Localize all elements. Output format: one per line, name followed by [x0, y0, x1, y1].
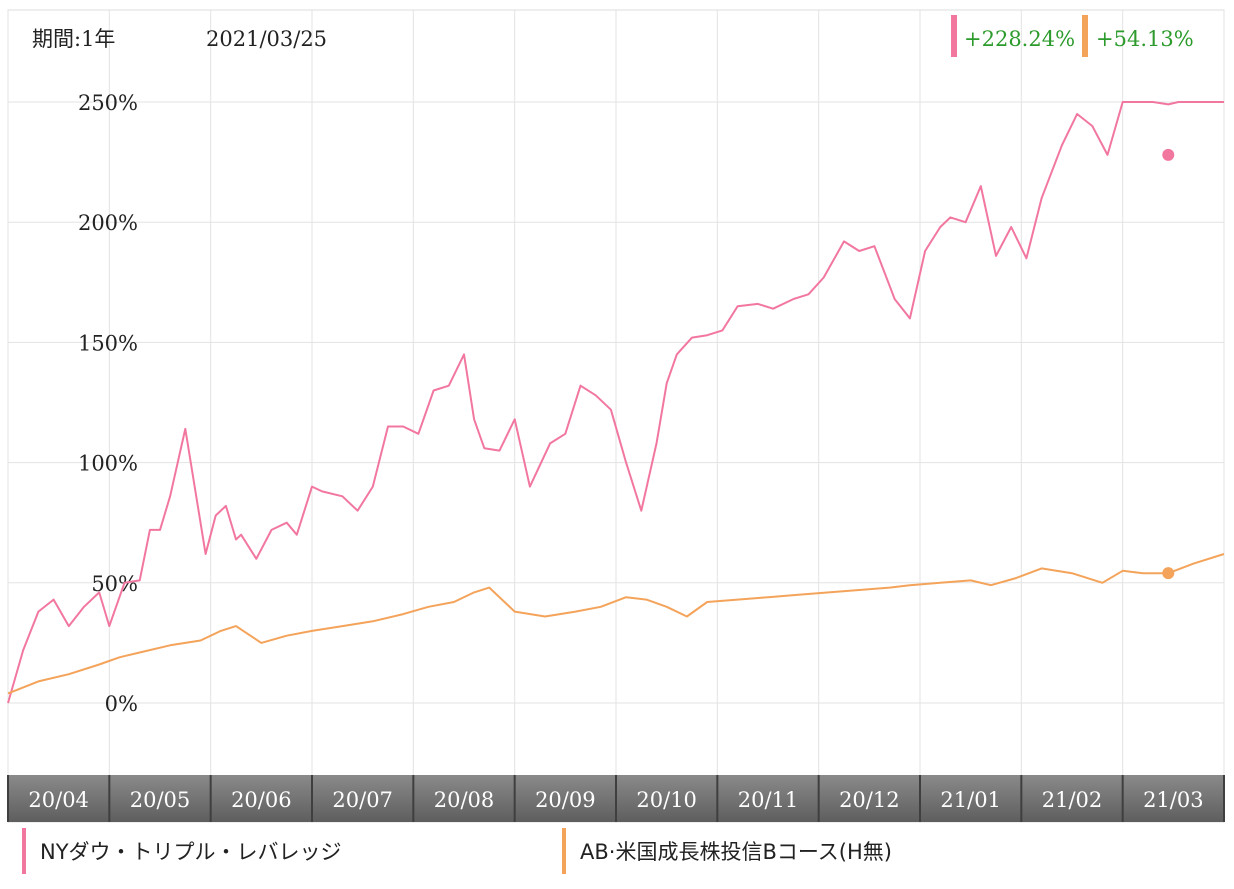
- series2-line: [7, 553, 1225, 695]
- date-label: 2021/03/25: [206, 27, 327, 51]
- x-tick-label: 20/07: [332, 788, 393, 812]
- series2-change-value: +54.13%: [1096, 27, 1194, 51]
- series2-change-swatch: [1082, 15, 1088, 57]
- legend-series1-label: NYダウ・トリプル・レバレッジ: [40, 840, 342, 864]
- x-tick-label: 20/04: [28, 788, 89, 812]
- legend-series1: NYダウ・トリプル・レバレッジ: [22, 826, 342, 876]
- legend-series2-swatch: [562, 828, 566, 874]
- x-tick-label: 21/02: [1042, 788, 1103, 812]
- y-axis-ticks: 0%50%100%150%200%250%: [78, 91, 138, 716]
- x-tick-label: 20/06: [231, 788, 292, 812]
- chart-header: 期間:1年 2021/03/25 +228.24% +54.13%: [32, 15, 1194, 57]
- x-axis-band: 20/04 20/05 20/06 20/07 20/08 20/09 20/10 20/11…: [7, 775, 1225, 822]
- x-tick-label: 21/01: [940, 788, 1001, 812]
- x-tick-label: 20/11: [738, 788, 799, 812]
- series1-change-swatch: [951, 15, 957, 57]
- y-tick-label: 200%: [78, 211, 138, 235]
- chart-canvas: 0%50%100%150%200%250% 20/04 20/05 20/06 20/…: [7, 9, 1225, 823]
- y-tick-label: 0%: [105, 692, 138, 716]
- x-tick-label: 21/03: [1143, 788, 1204, 812]
- y-tick-label: 150%: [78, 331, 138, 355]
- x-tick-label: 20/10: [636, 788, 697, 812]
- legend-series2-label: AB·米国成長株投信Bコース(H無): [580, 840, 892, 864]
- legend-series2: AB·米国成長株投信Bコース(H無): [562, 826, 892, 876]
- grid-lines: [7, 10, 1225, 775]
- series1-marker: [1162, 148, 1175, 161]
- x-tick-label: 20/05: [130, 788, 191, 812]
- series-lines: [7, 101, 1225, 704]
- y-tick-label: 100%: [78, 452, 138, 476]
- series1-change-value: +228.24%: [964, 27, 1075, 51]
- y-tick-label: 250%: [78, 91, 138, 115]
- legend-series1-swatch: [22, 828, 26, 874]
- series1-line: [7, 101, 1224, 704]
- x-tick-label: 20/12: [839, 788, 900, 812]
- x-tick-label: 20/09: [535, 788, 596, 812]
- series2-marker: [1162, 567, 1175, 580]
- period-label: 期間:1年: [32, 27, 115, 51]
- x-tick-label: 20/08: [434, 788, 495, 812]
